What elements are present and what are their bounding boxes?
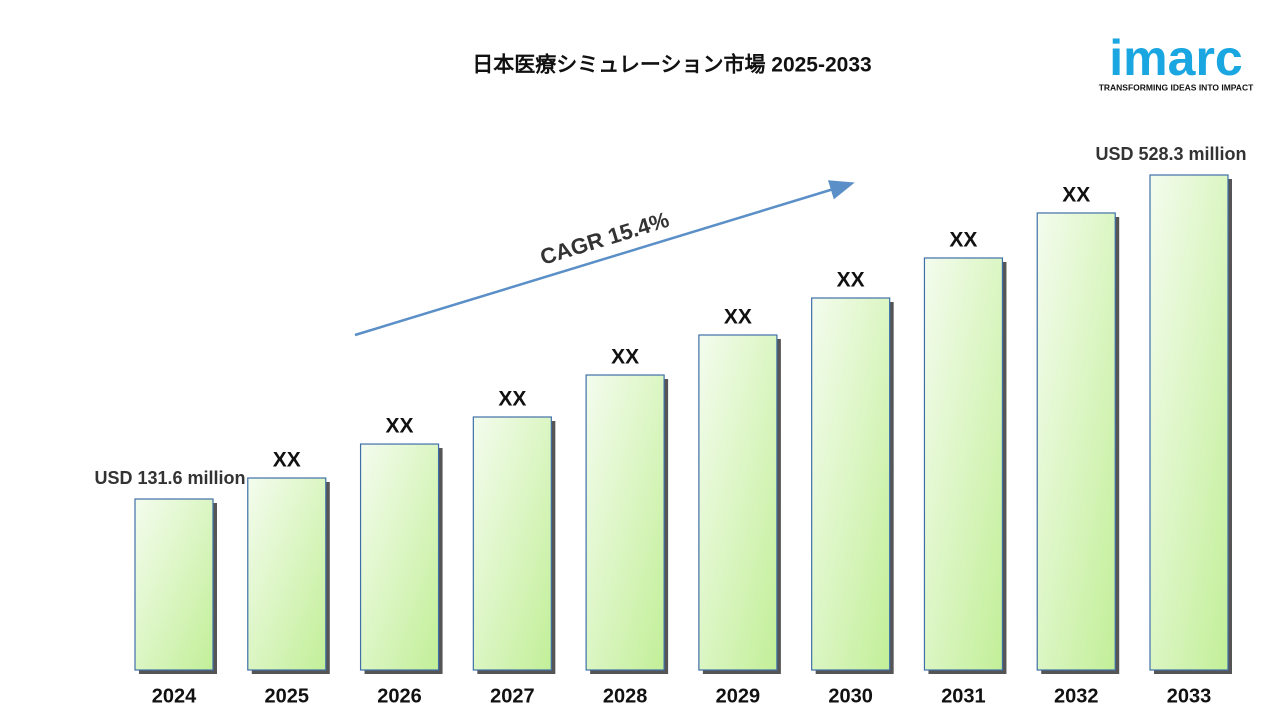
x-tick-label: 2025 [265, 685, 310, 707]
data-label: XX [724, 306, 752, 329]
data-label: XX [498, 388, 526, 411]
logo: imarc TRANSFORMING IDEAS INTO IMPACT [1099, 30, 1254, 92]
data-label: XX [273, 449, 301, 472]
bar [811, 297, 891, 671]
chart-title: 日本医療シミュレーション市場 2025-2033 [472, 53, 871, 77]
bar [698, 334, 778, 671]
logo-tagline: TRANSFORMING IDEAS INTO IMPACT [1099, 82, 1254, 92]
logo-name: imarc [1109, 30, 1242, 86]
bar [923, 257, 1004, 671]
x-tick-label: 2027 [490, 685, 535, 707]
x-tick-label: 2033 [1167, 685, 1212, 707]
plot: 2024 USD 131.6 million 2025 XX 2026 XX 2027 XX 2… [94, 144, 1246, 708]
cagr-label: CAGR 15.4% [537, 207, 672, 270]
x-tick-label: 2030 [828, 685, 873, 707]
x-tick-label: 2028 [603, 685, 648, 707]
bar [359, 443, 440, 671]
bar [247, 477, 327, 671]
cagr-arrow [354, 180, 855, 337]
data-label: XX [1062, 184, 1090, 207]
x-tick-label: 2029 [716, 685, 761, 707]
bar [472, 416, 552, 671]
bar [1149, 174, 1229, 671]
data-label: USD 131.6 million [94, 468, 245, 488]
x-tick-label: 2024 [152, 685, 197, 707]
data-label: XX [837, 269, 865, 292]
data-label: XX [386, 415, 414, 438]
bar [134, 498, 214, 671]
x-tick-label: 2031 [941, 685, 986, 707]
data-label: XX [611, 346, 639, 369]
bar [1036, 212, 1116, 671]
data-label: USD 528.3 million [1095, 144, 1246, 164]
data-label: XX [949, 229, 977, 252]
bar [585, 374, 665, 671]
x-tick-label: 2026 [377, 685, 422, 707]
x-tick-label: 2032 [1054, 685, 1099, 707]
